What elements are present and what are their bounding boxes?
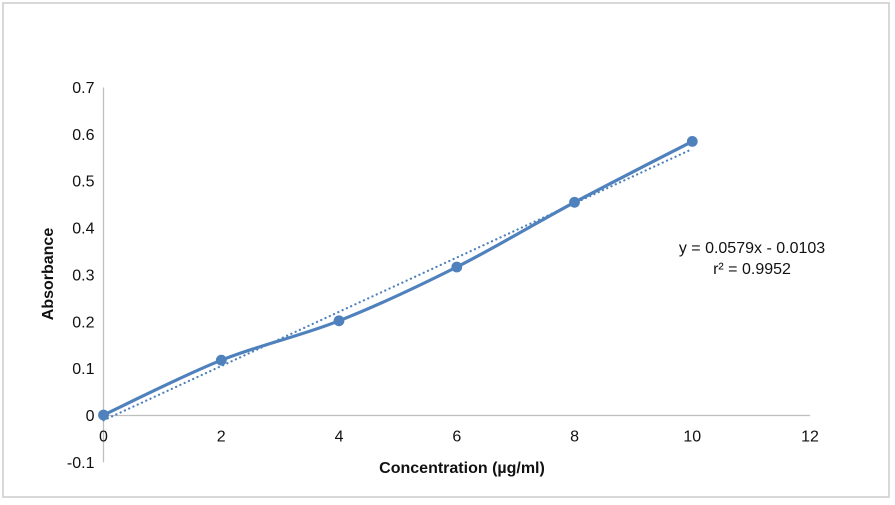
y-tick-label: 0.7 [72,80,94,97]
data-point-marker [215,354,227,366]
data-point-marker [686,136,698,147]
series-line [102,139,694,417]
y-tick-label: 0.1 [72,361,94,378]
x-tick-label: 6 [452,429,461,446]
y-tick-label: 0.4 [72,221,94,238]
x-tick-label: 4 [335,429,344,446]
y-tick-label: 0.6 [72,127,94,144]
x-axis-title: Concentration (µg/ml) [379,460,545,477]
x-tick-label: 12 [801,429,819,446]
data-point-marker [451,261,463,273]
y-tick-label: 0.3 [72,267,94,284]
y-tick-label: 0 [86,408,95,425]
data-point-marker [569,196,580,208]
x-tick-label: 0 [99,429,108,446]
data-point-marker [98,409,109,421]
y-tick-label: -0.1 [67,455,95,472]
trendline-r-squared: r² = 0.9952 [713,261,791,278]
x-tick-label: 8 [570,429,579,446]
axes-group [102,87,811,463]
y-axis-title: Absorbance [40,228,57,321]
series-group [98,136,698,422]
x-tick-label: 2 [217,429,226,446]
trendline [102,147,694,422]
x-tick-label: 10 [683,429,701,446]
y-tick-label: 0.5 [72,174,94,191]
y-tick-label: 0.2 [72,314,94,331]
data-point-marker [333,315,345,327]
tick-labels-group: -0.100.10.20.30.40.50.60.70 2 4 6 8 10 12 [67,80,819,472]
trendline-equation: y = 0.0579x - 0.0103 [679,240,825,257]
